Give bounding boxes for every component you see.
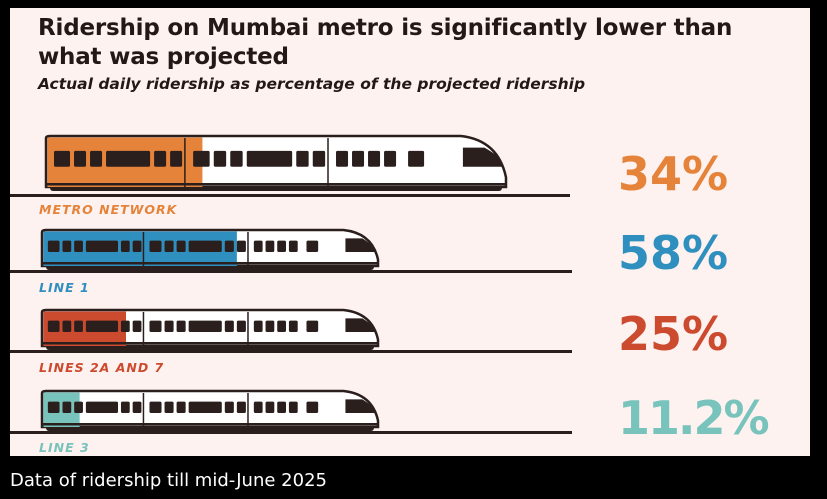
value-label-metro-network: 34% <box>618 147 729 201</box>
train-window <box>277 401 287 414</box>
train-window <box>120 240 130 253</box>
train-window <box>296 150 309 167</box>
train-window <box>164 320 174 333</box>
train-bars <box>10 134 572 434</box>
train-window <box>47 401 60 414</box>
train-window <box>132 401 142 414</box>
train-window <box>62 240 72 253</box>
body-stripe <box>42 423 378 426</box>
train-window <box>74 150 87 167</box>
train-window <box>85 320 119 333</box>
windshield <box>345 399 375 414</box>
train-metro-network <box>10 134 570 197</box>
train-lines-2a-and-7 <box>10 308 572 353</box>
track-line <box>10 194 570 197</box>
train-window <box>120 401 130 414</box>
footnote-caption: Data of ridership till mid-June 2025 <box>10 470 327 491</box>
train-window <box>54 150 71 167</box>
train-window <box>253 401 263 414</box>
train-window <box>188 240 222 253</box>
windshield <box>462 147 503 167</box>
train-window <box>149 401 162 414</box>
train-window <box>236 401 246 414</box>
train-window <box>176 401 186 414</box>
train-window <box>193 150 210 167</box>
train-window <box>352 150 365 167</box>
train-window <box>236 240 246 253</box>
train-line-3 <box>10 389 572 434</box>
train-window <box>277 320 287 333</box>
train-window <box>384 150 397 167</box>
train-window <box>164 240 174 253</box>
train-window <box>176 240 186 253</box>
train-window <box>236 320 246 333</box>
train-window <box>149 320 162 333</box>
train-window <box>288 320 298 333</box>
train-window <box>306 401 319 414</box>
train-window <box>312 150 326 167</box>
body-stripe <box>42 342 378 345</box>
train-window <box>188 401 222 414</box>
train-window <box>230 150 243 167</box>
train-window <box>224 401 234 414</box>
train-window <box>306 320 319 333</box>
windshield <box>345 238 375 253</box>
train-window <box>85 240 119 253</box>
chart-card: Ridership on Mumbai metro is significant… <box>10 8 810 456</box>
body-stripe <box>42 262 378 265</box>
train-window <box>265 240 275 253</box>
chart-subtitle: Actual daily ridership as percentage of … <box>38 75 586 93</box>
train-window <box>90 150 103 167</box>
train-window <box>336 150 349 167</box>
category-label-line-3: LINE 3 <box>39 440 90 455</box>
value-label-line-1: 58% <box>618 226 729 280</box>
category-label-metro-network: METRO NETWORK <box>39 202 178 217</box>
train-window <box>253 240 263 253</box>
train-window <box>213 150 227 167</box>
value-label-line-3: 11.2% <box>618 391 770 445</box>
train-window <box>408 150 425 167</box>
track-line <box>10 431 572 434</box>
train-window <box>188 320 222 333</box>
train-window <box>74 401 83 414</box>
windshield <box>345 318 375 333</box>
train-window <box>154 150 167 167</box>
train-window <box>120 320 130 333</box>
train-window <box>288 240 298 253</box>
train-window <box>306 240 319 253</box>
train-window <box>164 401 174 414</box>
train-window <box>47 320 60 333</box>
train-window <box>106 150 151 167</box>
train-window <box>74 240 83 253</box>
track-line <box>10 270 572 273</box>
chart-title: Ridership on Mumbai metro is significant… <box>38 15 733 70</box>
value-label-lines-2a-and-7: 25% <box>618 307 729 361</box>
train-window <box>246 150 293 167</box>
train-window <box>224 240 234 253</box>
train-window <box>149 240 162 253</box>
train-window <box>132 240 142 253</box>
train-window <box>265 401 275 414</box>
train-window <box>74 320 83 333</box>
train-line-1 <box>10 228 572 273</box>
category-label-line-1: LINE 1 <box>39 280 90 295</box>
train-window <box>176 320 186 333</box>
train-window <box>277 240 287 253</box>
train-window <box>47 240 60 253</box>
train-window <box>62 401 72 414</box>
train-window <box>288 401 298 414</box>
train-window <box>85 401 119 414</box>
train-window <box>170 150 183 167</box>
train-window <box>132 320 142 333</box>
train-window <box>253 320 263 333</box>
body-stripe <box>46 183 506 186</box>
train-window <box>62 320 72 333</box>
train-window <box>224 320 234 333</box>
category-label-lines-2a-and-7: LINES 2A AND 7 <box>39 360 165 375</box>
train-window <box>265 320 275 333</box>
train-window <box>368 150 381 167</box>
track-line <box>10 350 572 353</box>
